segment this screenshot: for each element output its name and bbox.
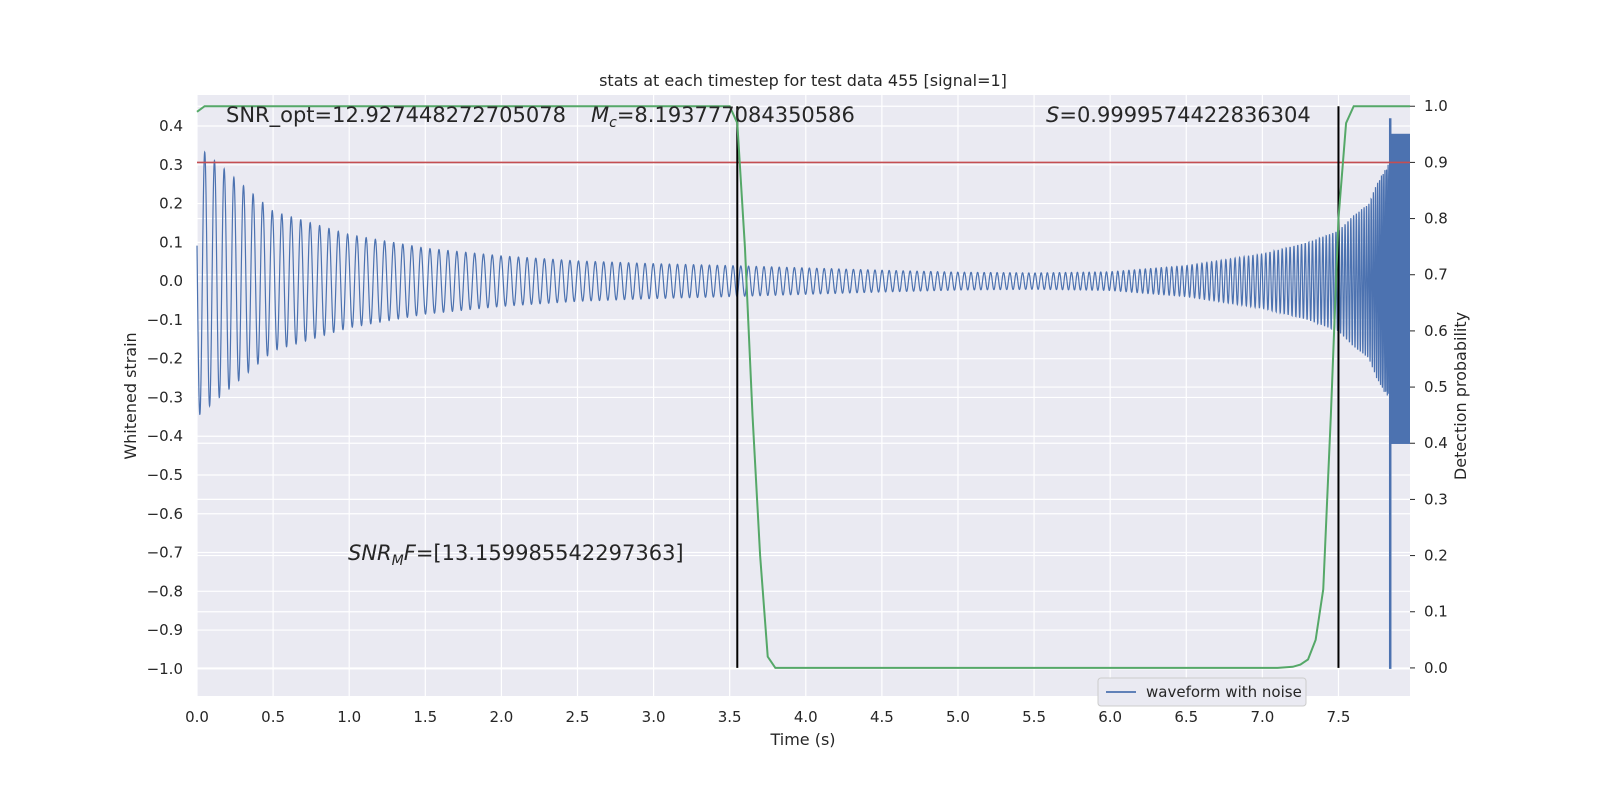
x-tick-label: 2.0 — [489, 708, 513, 726]
x-tick-label: 2.5 — [566, 708, 590, 726]
annotation-snr-opt: SNR_opt=12.927448272705078 — [226, 103, 566, 128]
snr-mf-symbol: SNR — [348, 541, 392, 565]
y-left-tick-label: −0.4 — [147, 427, 183, 445]
x-tick-label: 4.0 — [794, 708, 818, 726]
mc-symbol: M — [591, 103, 609, 127]
s-value: =0.9999574422836304 — [1059, 103, 1310, 127]
y-left-tick-labels: 0.4 0.3 0.2 0.1 0.0 −0.1 −0.2 −0.3 −0.4 −0.5 −0.6 −… — [147, 117, 183, 678]
y-left-tick-label: −0.5 — [147, 466, 183, 484]
x-tick-labels: 0.0 0.5 1.0 1.5 2.0 2.5 3.0 3.5 4.0 4.5 5.0 5.5 6.0 6… — [185, 708, 1350, 726]
x-tick-label: 7.0 — [1250, 708, 1274, 726]
y-right-axis-label: Detection probability — [1451, 312, 1470, 480]
y-right-tick-label: 0.4 — [1424, 434, 1448, 452]
y-right-tick-label: 0.6 — [1424, 322, 1448, 340]
x-tick-label: 1.0 — [337, 708, 361, 726]
y-right-tick-label: 0.2 — [1424, 547, 1448, 565]
annotation-snr-mf: SNRMF=[13.159985542297363] — [348, 541, 684, 569]
plot-background — [197, 95, 1410, 696]
legend: waveform with noise — [1097, 677, 1307, 707]
y-left-tick-label: −0.1 — [147, 311, 183, 329]
snr-mf-value: =[13.159985542297363] — [416, 541, 684, 565]
waveform-series-line — [196, 150, 1391, 416]
y-left-tick-label: −1.0 — [147, 660, 183, 678]
y-right-tick-label: 0.9 — [1424, 153, 1448, 171]
y-right-tick-label: 1.0 — [1424, 97, 1448, 115]
y-right-tick-label: 0.7 — [1424, 266, 1448, 284]
x-tick-label: 7.5 — [1327, 708, 1351, 726]
mc-subscript: c — [609, 115, 617, 131]
legend-box — [1097, 677, 1307, 707]
annotation-s: S=0.9999574422836304 — [1046, 103, 1311, 127]
data-layer — [196, 105, 1410, 669]
x-tick-label: 1.5 — [413, 708, 437, 726]
x-tick-label: 4.5 — [870, 708, 894, 726]
x-tick-label: 6.0 — [1098, 708, 1122, 726]
y-right-tick-label: 0.1 — [1424, 603, 1448, 621]
x-tick-label: 3.0 — [642, 708, 666, 726]
y-right-tick-label: 0.8 — [1424, 210, 1448, 228]
waveform-final-band — [1390, 133, 1410, 444]
x-axis-label: Time (s) — [769, 730, 835, 749]
y-left-axis-label: Whitened strain — [121, 332, 140, 459]
x-tick-label: 3.5 — [718, 708, 742, 726]
x-tick-label: 5.0 — [946, 708, 970, 726]
chart-title: stats at each timestep for test data 455… — [599, 71, 1007, 90]
y-left-tick-label: −0.2 — [147, 350, 183, 368]
x-tick-label: 0.0 — [185, 708, 209, 726]
y-right-tick-label: 0.3 — [1424, 490, 1448, 508]
y-left-tick-label: 0.0 — [159, 272, 183, 290]
y-right-tick-labels: 1.0 0.9 0.8 0.7 0.6 0.5 0.4 0.3 0.2 0.1 0.0 — [1410, 97, 1448, 677]
y-left-tick-label: 0.3 — [159, 156, 183, 174]
y-left-tick-label: −0.3 — [147, 388, 183, 406]
y-right-tick-label: 0.5 — [1424, 378, 1448, 396]
grid-lines — [196, 95, 1410, 696]
y-left-tick-label: −0.9 — [147, 621, 183, 639]
x-tick-label: 0.5 — [261, 708, 285, 726]
y-left-tick-label: 0.4 — [159, 117, 183, 135]
y-right-tick-label: 0.0 — [1424, 659, 1448, 677]
detection-probability-line — [196, 105, 1410, 669]
y-left-tick-label: −0.6 — [147, 505, 183, 523]
x-tick-label: 6.5 — [1174, 708, 1198, 726]
mc-value: =8.193777084350586 — [617, 103, 855, 127]
annotation-chirp-mass: Mc=8.193777084350586 — [591, 103, 855, 131]
y-left-tick-label: −0.7 — [147, 544, 183, 562]
snr-mf-subscript: M — [392, 553, 404, 569]
s-symbol: S — [1046, 103, 1059, 127]
snr-mf-f: F — [404, 541, 417, 565]
y-left-tick-label: −0.8 — [147, 582, 183, 600]
legend-label: waveform with noise — [1146, 683, 1302, 701]
y-left-tick-label: 0.2 — [159, 195, 183, 213]
x-tick-label: 5.5 — [1022, 708, 1046, 726]
y-left-tick-label: 0.1 — [159, 233, 183, 251]
